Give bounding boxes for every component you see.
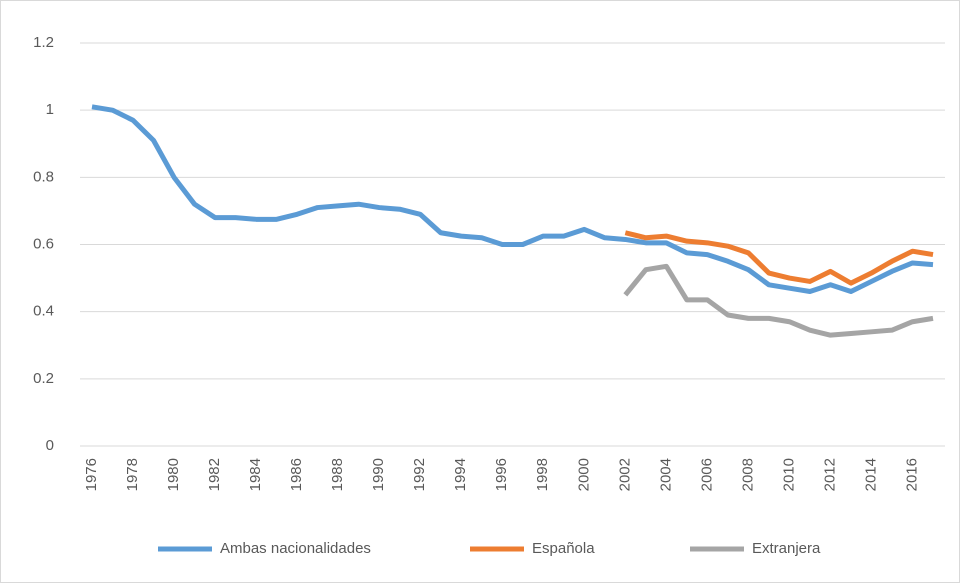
- series-line: [91, 104, 934, 295]
- y-tick-label: 1: [46, 101, 54, 118]
- x-tick-label: 2012: [821, 458, 838, 491]
- y-tick-label: 0.8: [33, 168, 54, 185]
- x-tick-label: 1986: [288, 458, 305, 491]
- x-tick-label: 2016: [903, 458, 920, 491]
- legend-label: Ambas nacionalidades: [220, 540, 371, 557]
- y-tick-label: 1.2: [33, 34, 54, 51]
- x-tick-label: 1976: [83, 458, 100, 491]
- x-tick-label: 2008: [739, 458, 756, 491]
- x-tick-label: 1982: [206, 458, 223, 491]
- legend-label: Extranjera: [752, 540, 821, 557]
- x-tick-label: 2014: [862, 458, 879, 491]
- x-tick-label: 1998: [534, 458, 551, 491]
- y-tick-label: 0.4: [33, 303, 54, 320]
- y-tick-label: 0.2: [33, 370, 54, 387]
- x-tick-label: 1990: [370, 458, 387, 491]
- x-tick-label: 1978: [124, 458, 141, 491]
- x-tick-label: 2002: [616, 458, 633, 491]
- x-tick-label: 2006: [698, 458, 715, 491]
- x-tick-label: 2004: [657, 458, 674, 491]
- x-tick-label: 1984: [247, 458, 264, 491]
- series-line: [624, 230, 934, 286]
- x-tick-label: 1996: [493, 458, 510, 491]
- x-tick-label: 1992: [411, 458, 428, 491]
- x-tick-label: 2000: [575, 458, 592, 491]
- x-tick-label: 2010: [780, 458, 797, 491]
- legend-label: Española: [532, 540, 595, 557]
- x-tick-label: 1988: [329, 458, 346, 491]
- x-tick-label: 1980: [165, 458, 182, 491]
- y-tick-label: 0.6: [33, 235, 54, 252]
- x-tick-label: 1994: [452, 458, 469, 491]
- series-line: [623, 263, 934, 338]
- y-tick-label: 0: [46, 437, 54, 454]
